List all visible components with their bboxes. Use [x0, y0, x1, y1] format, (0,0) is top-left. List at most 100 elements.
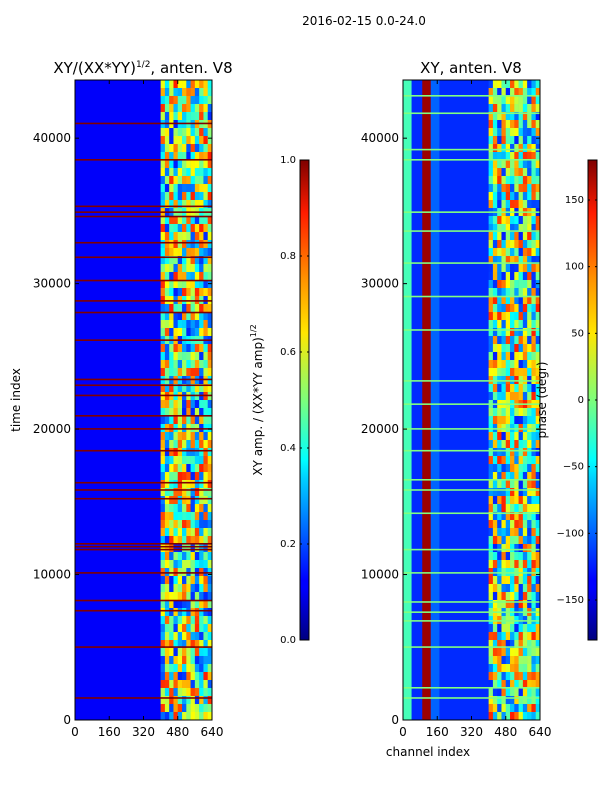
panel2-region-cell [497, 560, 502, 569]
panel2-region-cell [497, 328, 502, 337]
panel1-region-cell [182, 632, 187, 641]
panel2-region-cell [522, 320, 528, 329]
panel2-region-cell [488, 136, 494, 145]
panel1-region-cell [177, 616, 183, 625]
panel2-region-cell [527, 152, 532, 161]
panel1-region-cell [182, 640, 187, 649]
panel1-region-cell [164, 192, 170, 201]
panel1-region-cell [207, 552, 213, 561]
panel1-region-cell [194, 88, 200, 97]
panel1-region-cell [177, 440, 183, 449]
panel1-region-cell [203, 80, 209, 89]
panel2-region-cell [531, 656, 537, 665]
panel2-region-cell [497, 288, 502, 297]
panel2-region-cell [501, 176, 507, 185]
panel2-region-cell [505, 624, 511, 633]
panel2-region-cell [492, 368, 498, 377]
panel1-region-cell [177, 504, 183, 513]
panel2-region-cell [488, 192, 494, 201]
panel1-region-cell [173, 352, 179, 361]
panel2-region-cell [488, 160, 494, 169]
panel2-region-cell [527, 496, 532, 505]
panel2-region-cell [514, 128, 519, 137]
panel1-region-cell [164, 240, 170, 249]
panel1-region-cell [160, 240, 166, 249]
panel1-region-cell [194, 464, 200, 473]
panel2-region-cell [501, 656, 507, 665]
panel2-region-cell [518, 536, 524, 545]
panel2-region-cell [492, 592, 498, 601]
panel1-region-cell [199, 304, 204, 313]
panel1-region-cell [160, 584, 166, 593]
panel2-region-cell [492, 240, 498, 249]
panel2-region-cell [518, 432, 524, 441]
panel2-region-cell [497, 576, 502, 585]
panel2-region-cell [510, 264, 515, 273]
panel1-region-cell [207, 112, 213, 121]
panel2-flagged-row [403, 211, 540, 213]
panel1-region-cell [177, 624, 183, 633]
panel2-region-cell [522, 408, 528, 417]
panel1-region-cell [177, 368, 183, 377]
panel1-region-cell [203, 600, 209, 609]
panel1-region-cell [169, 576, 174, 585]
panel2-region-cell [505, 496, 511, 505]
panel2-region-cell [531, 576, 537, 585]
panel1-region-cell [182, 600, 187, 609]
panel1-region-cell [173, 160, 179, 169]
panel2-region-cell [505, 656, 511, 665]
panel1-region-cell [177, 584, 183, 593]
panel2-region-cell [535, 512, 541, 521]
panel2-region-cell [488, 392, 494, 401]
panel2-region-cell [488, 248, 494, 257]
panel1-region-cell [182, 344, 187, 353]
colorbar1-ticks: 0.00.20.40.60.81.0 [280, 155, 309, 646]
panel2-region-cell [535, 120, 541, 129]
panel2-region-cell [501, 544, 507, 553]
panel1-region-cell [186, 248, 191, 257]
panel1-region-cell [169, 632, 174, 641]
panel1-region-cell [164, 648, 170, 657]
panel1-region-cell [199, 104, 204, 113]
panel1-region-cell [169, 704, 174, 713]
panel2-region-cell [510, 136, 515, 145]
panel1-region-cell [203, 168, 209, 177]
panel1-region-cell [169, 464, 174, 473]
panel1-region-cell [190, 464, 196, 473]
panel1-region-cell [177, 192, 183, 201]
panel2-region-cell [518, 168, 524, 177]
panel1-region-cell [190, 216, 196, 225]
panel1-region-cell [169, 448, 174, 457]
panel1-region-cell [164, 368, 170, 377]
panel1-flagged-row [75, 497, 212, 500]
panel2-region-cell [492, 352, 498, 361]
panel2-region-cell [505, 120, 511, 129]
panel2-region-cell [531, 504, 537, 513]
panel1-region-cell [177, 416, 183, 425]
panel2-region-cell [505, 704, 511, 713]
panel2-flagged-row [403, 95, 540, 97]
panel1-region-cell [186, 112, 191, 121]
panel1-region-cell [207, 696, 213, 705]
panel2-region-cell [492, 384, 498, 393]
panel2-region-cell [531, 560, 537, 569]
panel1-region-cell [190, 608, 196, 617]
panel1-region-cell [177, 256, 183, 265]
panel1-region-cell [203, 96, 209, 105]
panel2-region-cell [518, 336, 524, 345]
panel2-region-cell [488, 600, 494, 609]
panel2-region-cell [492, 312, 498, 321]
colorbar-amplitude: 0.00.20.40.60.81.0 XY amp. / (XX*YY amp)… [249, 155, 310, 646]
panel2-region-cell [492, 600, 498, 609]
panel2-region-cell [522, 280, 528, 289]
panel1-region-cell [190, 360, 196, 369]
panel1-region-cell [160, 184, 166, 193]
panel1-region-cell [194, 528, 200, 537]
panel2-region-cell [527, 480, 532, 489]
panel1-region-cell [160, 704, 166, 713]
panel2-region-cell [488, 336, 494, 345]
panel2-region-cell [514, 536, 519, 545]
panel1-region-cell [160, 304, 166, 313]
panel2-region-cell [535, 600, 541, 609]
panel2-region-cell [492, 464, 498, 473]
